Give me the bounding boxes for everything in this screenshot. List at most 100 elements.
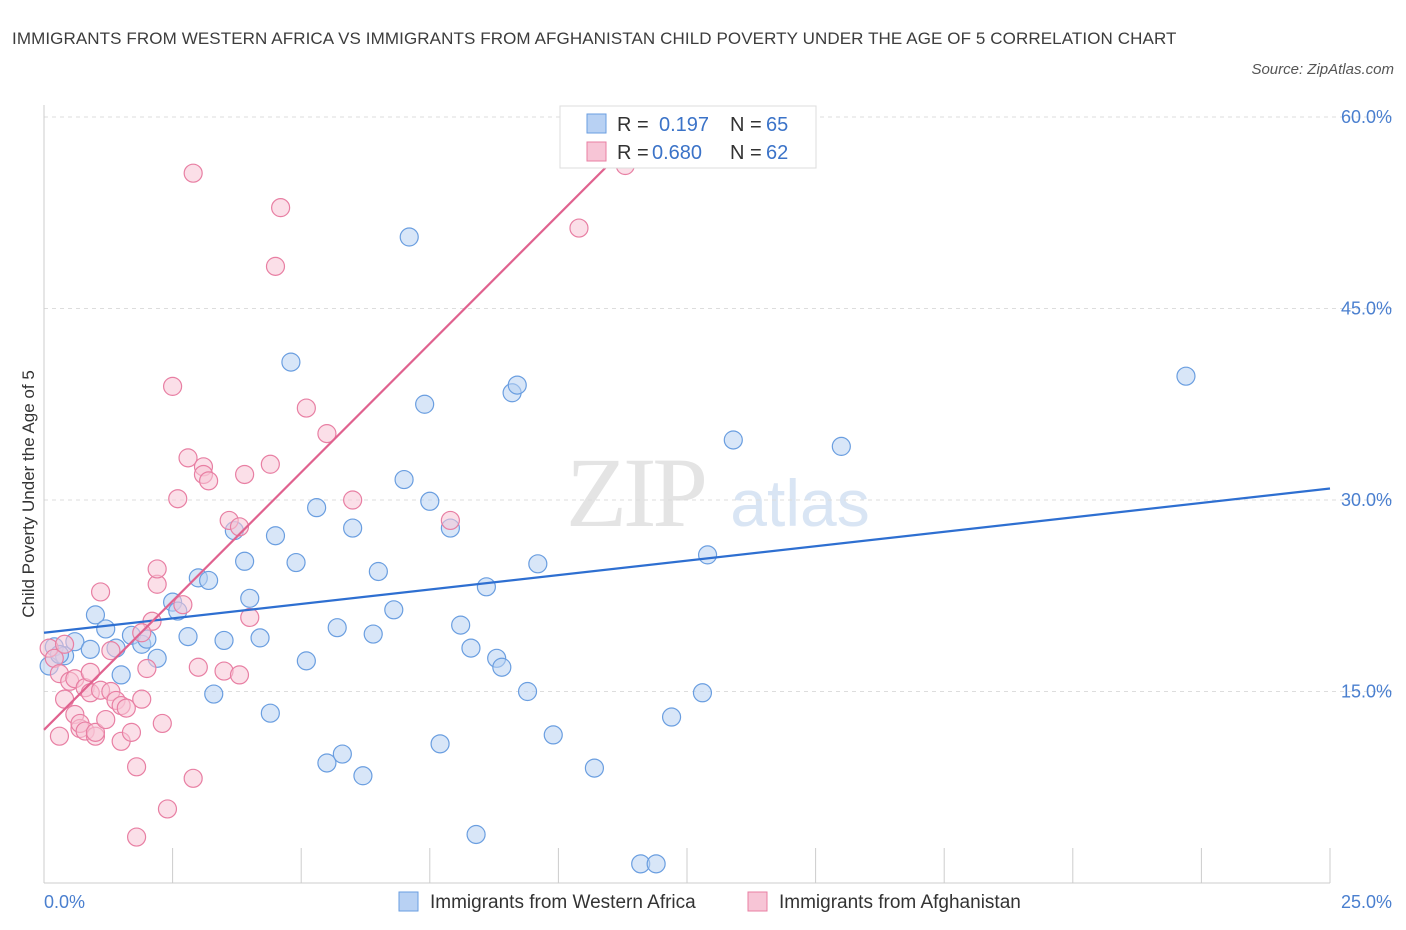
data-point-western-africa — [214, 630, 234, 651]
data-point-western-africa — [697, 545, 718, 565]
stats-n-value-pink: 62 — [766, 142, 788, 164]
data-point-afghanistan — [49, 726, 70, 746]
data-point-afghanistan — [163, 376, 183, 396]
data-point-afghanistan — [116, 698, 136, 718]
data-point-western-africa — [178, 627, 198, 647]
stats-r-value-pink: 0.680 — [652, 142, 702, 164]
stats-n-value-blue: 65 — [766, 114, 788, 136]
data-point-western-africa — [399, 227, 419, 247]
data-point-afghanistan — [147, 559, 167, 579]
data-point-western-africa — [394, 469, 414, 490]
data-point-afghanistan — [183, 163, 203, 183]
data-point-afghanistan — [296, 398, 316, 418]
data-point-western-africa — [343, 518, 363, 538]
data-point-western-africa — [96, 619, 116, 639]
watermark-atlas: atlas — [730, 466, 869, 540]
y-axis-title: Child Poverty Under the Age of 5 — [19, 370, 38, 618]
y-tick-label: 60.0% — [1341, 107, 1392, 127]
data-point-western-africa — [307, 498, 327, 518]
data-point-western-africa — [85, 605, 106, 625]
stats-r-value-blue: 0.197 — [659, 114, 709, 136]
data-point-afghanistan — [229, 665, 250, 685]
watermark-zip: ZIP — [566, 437, 704, 548]
data-point-afghanistan — [152, 713, 172, 734]
data-point-afghanistan — [265, 256, 286, 276]
data-point-afghanistan — [121, 722, 142, 742]
data-point-afghanistan — [173, 595, 193, 615]
data-point-western-africa — [332, 744, 352, 764]
data-point-western-africa — [492, 657, 512, 677]
stats-r-label-pink: R = — [617, 142, 649, 164]
data-point-afghanistan — [343, 490, 363, 510]
data-point-western-africa — [363, 624, 383, 644]
data-point-afghanistan — [90, 582, 111, 602]
data-point-western-africa — [265, 526, 286, 546]
series-afghanistan-points — [39, 155, 635, 847]
stats-n-label-pink: N = — [730, 142, 762, 164]
data-point-western-africa — [507, 375, 527, 395]
data-point-afghanistan — [440, 510, 460, 531]
data-point-western-africa — [692, 683, 713, 703]
data-point-western-africa — [317, 753, 337, 773]
source-label: Source: ZipAtlas.com — [1251, 61, 1394, 78]
data-point-afghanistan — [188, 657, 208, 677]
data-point-western-africa — [296, 651, 316, 671]
trend-lines — [43, 116, 1331, 731]
data-point-western-africa — [286, 552, 306, 573]
data-point-afghanistan — [569, 218, 589, 238]
data-point-western-africa — [831, 436, 851, 456]
data-point-afghanistan — [260, 454, 280, 474]
data-point-western-africa — [199, 570, 219, 591]
data-point-western-africa — [646, 854, 666, 874]
data-point-western-africa — [476, 577, 496, 597]
data-point-afghanistan — [96, 709, 116, 730]
trend-line-afghanistan — [43, 116, 657, 731]
legend-swatch-afghanistan — [747, 891, 768, 912]
x-tick-label-max: 25.0% — [1341, 892, 1392, 912]
data-point-afghanistan — [132, 689, 152, 709]
data-point-western-africa — [517, 681, 538, 702]
stats-r-label-blue: R = — [617, 114, 649, 136]
data-point-afghanistan — [101, 641, 121, 661]
data-point-afghanistan — [85, 722, 106, 742]
y-tick-label: 30.0% — [1341, 490, 1392, 510]
stats-legend-swatch-pink — [586, 141, 607, 162]
data-point-western-africa — [543, 725, 563, 745]
legend-swatch-western-africa — [398, 891, 419, 912]
data-point-afghanistan — [199, 471, 219, 491]
gridlines — [44, 116, 1392, 692]
stats-legend-swatch-blue — [586, 113, 607, 134]
data-point-western-africa — [466, 824, 486, 845]
x-ticks — [43, 848, 1331, 883]
data-point-afghanistan — [126, 827, 147, 847]
data-point-western-africa — [584, 758, 605, 778]
data-point-afghanistan — [168, 489, 188, 509]
chart-title: IMMIGRANTS FROM WESTERN AFRICA VS IMMIGR… — [12, 29, 1177, 48]
data-point-afghanistan — [235, 464, 255, 485]
data-point-western-africa — [415, 394, 435, 414]
data-point-afghanistan — [317, 424, 337, 444]
data-point-afghanistan — [229, 517, 250, 537]
data-point-afghanistan — [54, 689, 75, 709]
data-point-western-africa — [384, 600, 404, 620]
data-point-afghanistan — [271, 198, 291, 218]
data-point-afghanistan — [137, 658, 157, 679]
y-tick-label: 15.0% — [1341, 682, 1392, 702]
data-point-western-africa — [250, 628, 270, 648]
stats-n-label-blue: N = — [730, 114, 762, 136]
series-western-africa-points — [39, 227, 1196, 874]
data-point-western-africa — [528, 554, 548, 574]
data-point-afghanistan — [157, 799, 178, 819]
data-point-afghanistan — [126, 757, 147, 777]
data-point-western-africa — [260, 703, 280, 723]
data-point-afghanistan — [178, 448, 198, 468]
y-tick-labels: 15.0% 30.0% 45.0% 60.0% — [1341, 107, 1392, 702]
data-point-western-africa — [204, 684, 224, 704]
legend-label-afghanistan: Immigrants from Afghanistan — [779, 892, 1021, 913]
legend-label-western-africa: Immigrants from Western Africa — [430, 892, 696, 913]
data-point-western-africa — [461, 638, 481, 658]
data-point-western-africa — [368, 561, 388, 582]
data-point-western-africa — [451, 615, 471, 635]
y-tick-label: 45.0% — [1341, 299, 1392, 319]
